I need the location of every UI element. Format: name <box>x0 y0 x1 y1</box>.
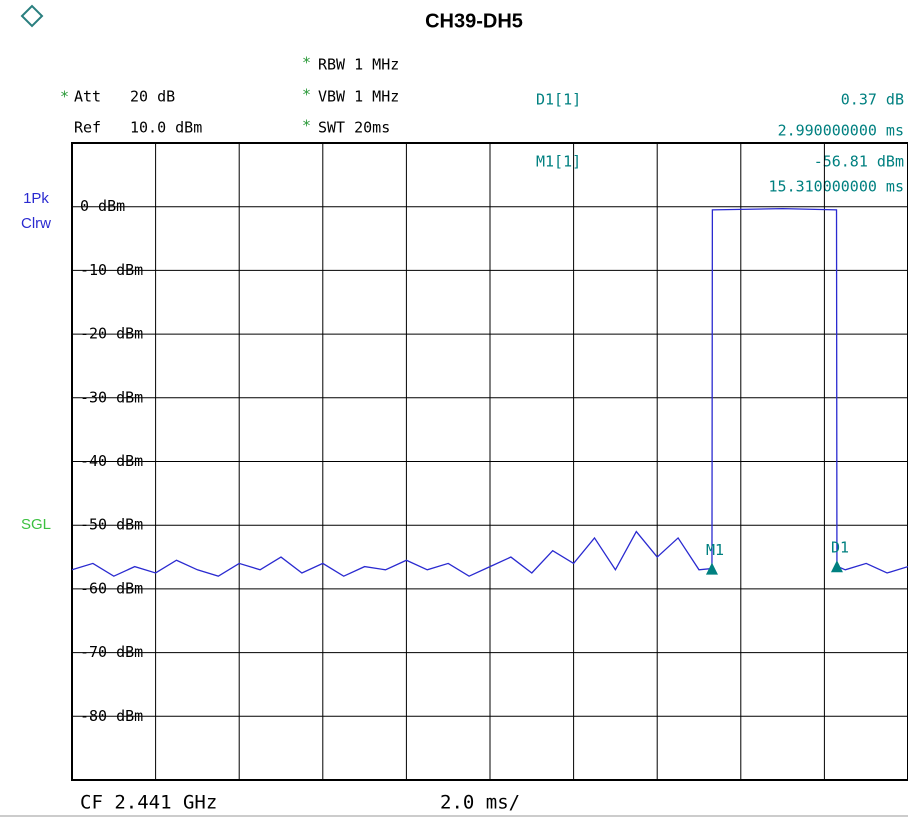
y-tick-label: -30 dBm <box>80 388 143 406</box>
d1-name: D1[1] <box>536 91 581 109</box>
trace <box>71 207 908 577</box>
d1-time: 2.990000000 ms <box>778 122 904 140</box>
time-scale: 2.0 ms/ <box>440 792 520 814</box>
logo <box>20 4 44 28</box>
att-value: 20 dB <box>130 88 175 106</box>
m1-level: -56.81 dBm <box>814 153 904 171</box>
y-tick-label: 0 dBm <box>80 197 125 215</box>
y-tick-label: -40 dBm <box>80 452 143 470</box>
d1-level: 0.37 dB <box>841 91 904 109</box>
y-tick-label: -50 dBm <box>80 516 143 534</box>
plot-frame <box>71 142 908 781</box>
marker-label: D1 <box>831 539 849 557</box>
center-frequency: CF 2.441 GHz <box>80 792 217 814</box>
setting-mark: * <box>302 117 311 135</box>
y-tick-label: -70 dBm <box>80 643 143 661</box>
vbw: VBW 1 MHz <box>318 88 399 106</box>
att-label: Att <box>74 88 101 106</box>
trace-label: 1Pk <box>23 190 49 207</box>
setting-mark: * <box>302 54 311 72</box>
sweep-mode: SGL <box>21 516 51 533</box>
swt: SWT 20ms <box>318 119 390 137</box>
m1-time: 15.310000000 ms <box>769 178 904 196</box>
setting-mark: * <box>302 86 311 104</box>
setting-mark: * <box>60 88 69 106</box>
marker <box>705 562 718 575</box>
chart-title: CH39-DH5 <box>425 10 523 32</box>
y-tick-label: -80 dBm <box>80 707 143 725</box>
m1-name: M1[1] <box>536 153 581 171</box>
marker-label: M1 <box>706 541 724 559</box>
y-tick-label: -10 dBm <box>80 261 143 279</box>
y-tick-label: -60 dBm <box>80 579 143 597</box>
ref-label: Ref <box>74 119 101 137</box>
ref-value: 10.0 dBm <box>130 119 202 137</box>
marker <box>830 560 843 573</box>
trace-label: Clrw <box>21 215 51 232</box>
rbw: RBW 1 MHz <box>318 56 399 74</box>
y-tick-label: -20 dBm <box>80 325 143 343</box>
